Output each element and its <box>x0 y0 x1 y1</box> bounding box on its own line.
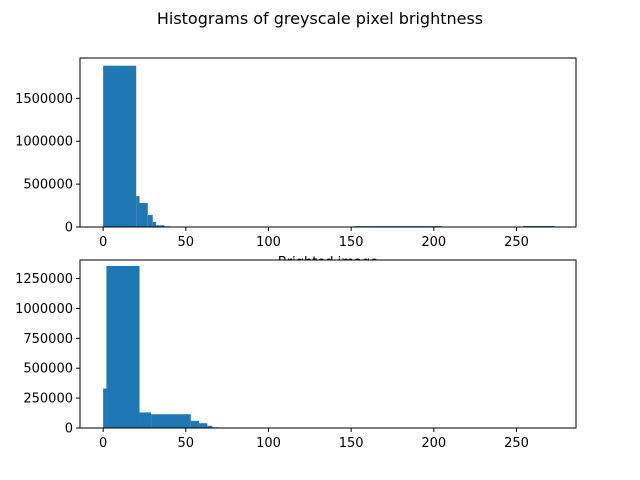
y-tick-label: 1500000 <box>15 92 73 107</box>
axes-frame <box>79 259 577 429</box>
axes-background <box>80 260 576 428</box>
histogram-bar-3 <box>151 414 191 428</box>
x-tick-label: 150 <box>339 235 364 250</box>
y-tick-label: 750000 <box>23 332 73 347</box>
x-tick-label: 50 <box>178 436 195 451</box>
y-axis: 0 250000 500000 750000 1000000 1250000 <box>15 272 80 437</box>
histogram-original-image: 0 50 100 150 200 250 0 250000 500000 750000 10000… <box>15 259 577 451</box>
y-tick-label: 1000000 <box>15 302 73 317</box>
x-tick-label: 200 <box>421 235 446 250</box>
histogram-bar-0 <box>103 388 107 428</box>
y-axis: 0 500000 1000000 1500000 <box>15 92 80 236</box>
x-tick-label: 100 <box>256 235 281 250</box>
histogram-bar-1 <box>136 196 140 227</box>
y-tick-label: 0 <box>65 221 73 236</box>
histogram-bar-4 <box>152 221 157 227</box>
bars <box>103 65 555 227</box>
x-tick-label: 0 <box>99 235 107 250</box>
histogram-bar-2 <box>139 412 152 428</box>
y-tick-label: 250000 <box>23 392 73 407</box>
x-tick-label: 150 <box>339 436 364 451</box>
x-tick-label: 0 <box>99 436 107 451</box>
histogram-bar-8 <box>523 225 555 227</box>
histogram-bar-0 <box>103 65 137 227</box>
histogram-bar-1 <box>106 265 140 428</box>
x-axis: 0 50 100 150 200 250 <box>99 428 529 451</box>
y-tick-label: 500000 <box>23 178 73 193</box>
y-tick-label: 500000 <box>23 362 73 377</box>
x-tick-label: 250 <box>504 235 529 250</box>
x-tick-label: 250 <box>504 436 529 451</box>
y-tick-label: 1000000 <box>15 135 73 150</box>
histogram-bar-5 <box>156 225 165 227</box>
histogram-bar-6 <box>207 425 213 428</box>
x-tick-label: 200 <box>421 436 446 451</box>
histogram-bar-3 <box>147 214 153 227</box>
axes-frame <box>79 57 577 228</box>
figure-title: Histograms of greyscale pixel brightness <box>157 9 483 28</box>
bars <box>103 265 219 428</box>
x-tick-label: 100 <box>256 436 281 451</box>
histogram-bar-5 <box>199 423 208 428</box>
y-tick-label: 0 <box>65 422 73 437</box>
y-tick-label: 1250000 <box>15 272 73 287</box>
histogram-bar-4 <box>190 420 200 428</box>
x-axis: 0 50 100 150 200 250 <box>99 227 529 250</box>
x-tick-label: 50 <box>178 235 195 250</box>
histogram-bar-2 <box>139 202 148 227</box>
